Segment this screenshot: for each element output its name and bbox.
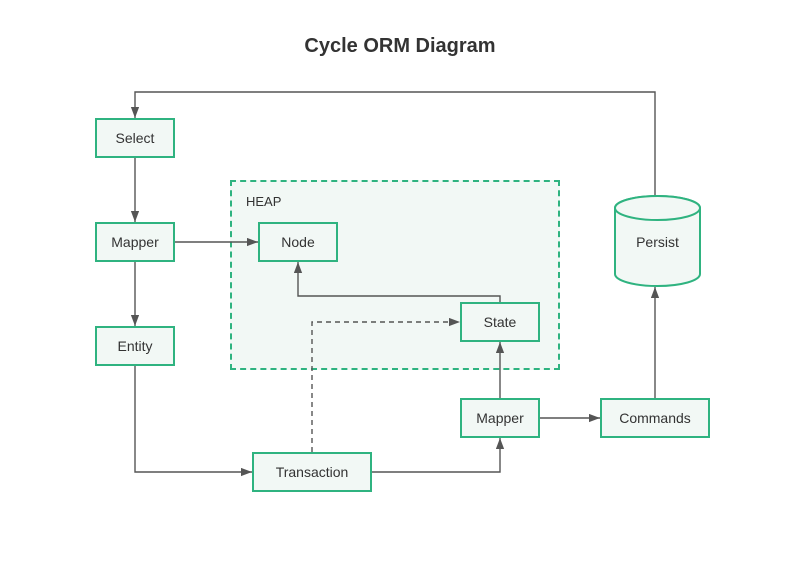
heap-label: HEAP [246, 194, 281, 209]
node-select: Select [95, 118, 175, 158]
node-persist: Persist [615, 196, 700, 286]
node-node: Node [258, 222, 338, 262]
edge-entity-transaction [135, 366, 252, 472]
svg-text:Persist: Persist [636, 234, 679, 250]
node-entity: Entity [95, 326, 175, 366]
edge-transaction-mapper2 [372, 438, 500, 472]
node-state: State [460, 302, 540, 342]
diagram-canvas: Cycle ORM Diagram HEAP Select Mapper Ent… [0, 0, 800, 563]
node-mapper-top: Mapper [95, 222, 175, 262]
diagram-title: Cycle ORM Diagram [0, 35, 800, 58]
node-mapper-mid: Mapper [460, 398, 540, 438]
node-transaction: Transaction [252, 452, 372, 492]
node-commands: Commands [600, 398, 710, 438]
